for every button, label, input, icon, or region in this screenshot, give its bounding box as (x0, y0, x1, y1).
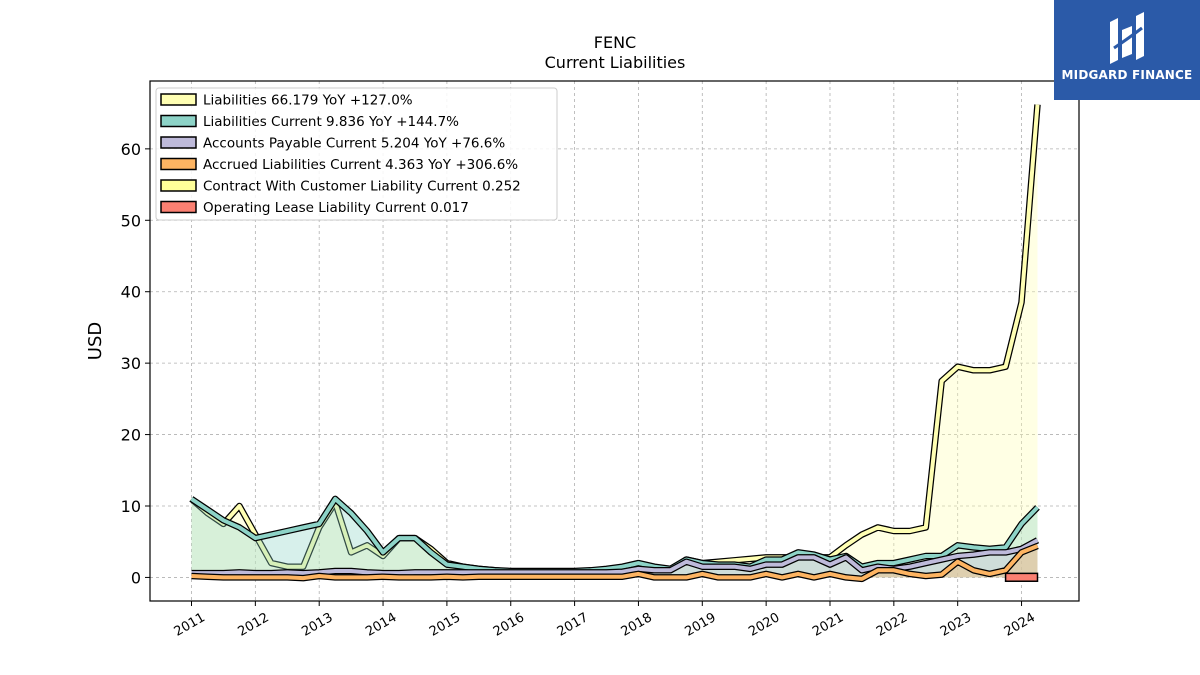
series-area-fill (191, 498, 1038, 578)
x-tick-label: 2020 (746, 610, 782, 640)
logo-text: MIDGARD FINANCE (1061, 68, 1193, 82)
x-tick-label: 2022 (874, 610, 910, 640)
legend-entry: Accounts Payable Current 5.204 YoY +76.6… (203, 136, 505, 152)
grid (150, 81, 1079, 601)
series-areas (189, 104, 1041, 583)
y-tick-label: 10 (121, 497, 141, 516)
legend-entry: Liabilities Current 9.836 YoY +144.7% (203, 114, 459, 130)
x-tick-label: 2015 (427, 610, 463, 640)
y-tick-label: 50 (121, 211, 141, 230)
series-line (190, 496, 1039, 573)
legend-entry: Liabilities 66.179 YoY +127.0% (203, 93, 413, 109)
y-tick-label: 40 (121, 283, 141, 302)
x-tick-label: 2019 (682, 610, 718, 640)
series-area-fill (191, 104, 1038, 578)
legend-swatch (160, 157, 197, 171)
x-tick-label: 2024 (1002, 610, 1038, 640)
y-ticks: 0 10 20 30 40 50 60 (121, 140, 150, 587)
legend-swatch (160, 93, 197, 106)
legend-entry: Contract With Customer Liability Current… (203, 179, 521, 195)
y-tick-label: 20 (121, 426, 141, 445)
x-ticks: 2011 2012 2013 2014 2015 2016 2017 2018 2019 2020… (172, 601, 1038, 640)
x-tick-label: 2011 (172, 610, 208, 640)
y-tick-label: 0 (131, 568, 141, 587)
legend: Liabilities 66.179 YoY +127.0% Liabilitie… (155, 87, 558, 221)
y-tick-label: 60 (121, 140, 141, 159)
series-area-fill (191, 546, 1038, 579)
extra-series (1004, 572, 1039, 582)
series-accrued-liabilities-current (191, 542, 1039, 583)
legend-swatch (160, 200, 197, 214)
plot-frame (149, 80, 1080, 602)
x-tick-label: 2018 (619, 610, 655, 640)
brand-logo: MIDGARD FINANCE (1054, 0, 1200, 100)
series-line (191, 544, 1039, 581)
x-tick-label: 2013 (299, 610, 335, 640)
legend-swatch (160, 136, 197, 149)
legend-swatch (160, 114, 197, 128)
x-tick-label: 2017 (555, 610, 591, 640)
operating-lease-bar (1004, 572, 1039, 582)
x-tick-label: 2016 (491, 610, 527, 640)
legend-entry: Operating Lease Liability Current 0.017 (203, 200, 469, 216)
x-tick-label: 2012 (236, 610, 272, 640)
chart-subtitle: Current Liabilities (545, 53, 686, 72)
legend-box (155, 87, 558, 221)
chart-title: FENC (594, 33, 636, 52)
x-tick-label: 2023 (938, 610, 974, 640)
x-tick-label: 2021 (810, 610, 846, 640)
series-liabilities-current (189, 495, 1040, 578)
logo-mark-icon (1110, 12, 1144, 64)
y-tick-label: 30 (121, 354, 141, 373)
y-axis-label: USD (85, 322, 106, 360)
x-tick-label: 2014 (363, 610, 399, 640)
series-area-fill (191, 540, 1038, 578)
legend-entry: Accrued Liabilities Current 4.363 YoY +3… (203, 157, 518, 173)
legend-swatch (160, 179, 197, 192)
